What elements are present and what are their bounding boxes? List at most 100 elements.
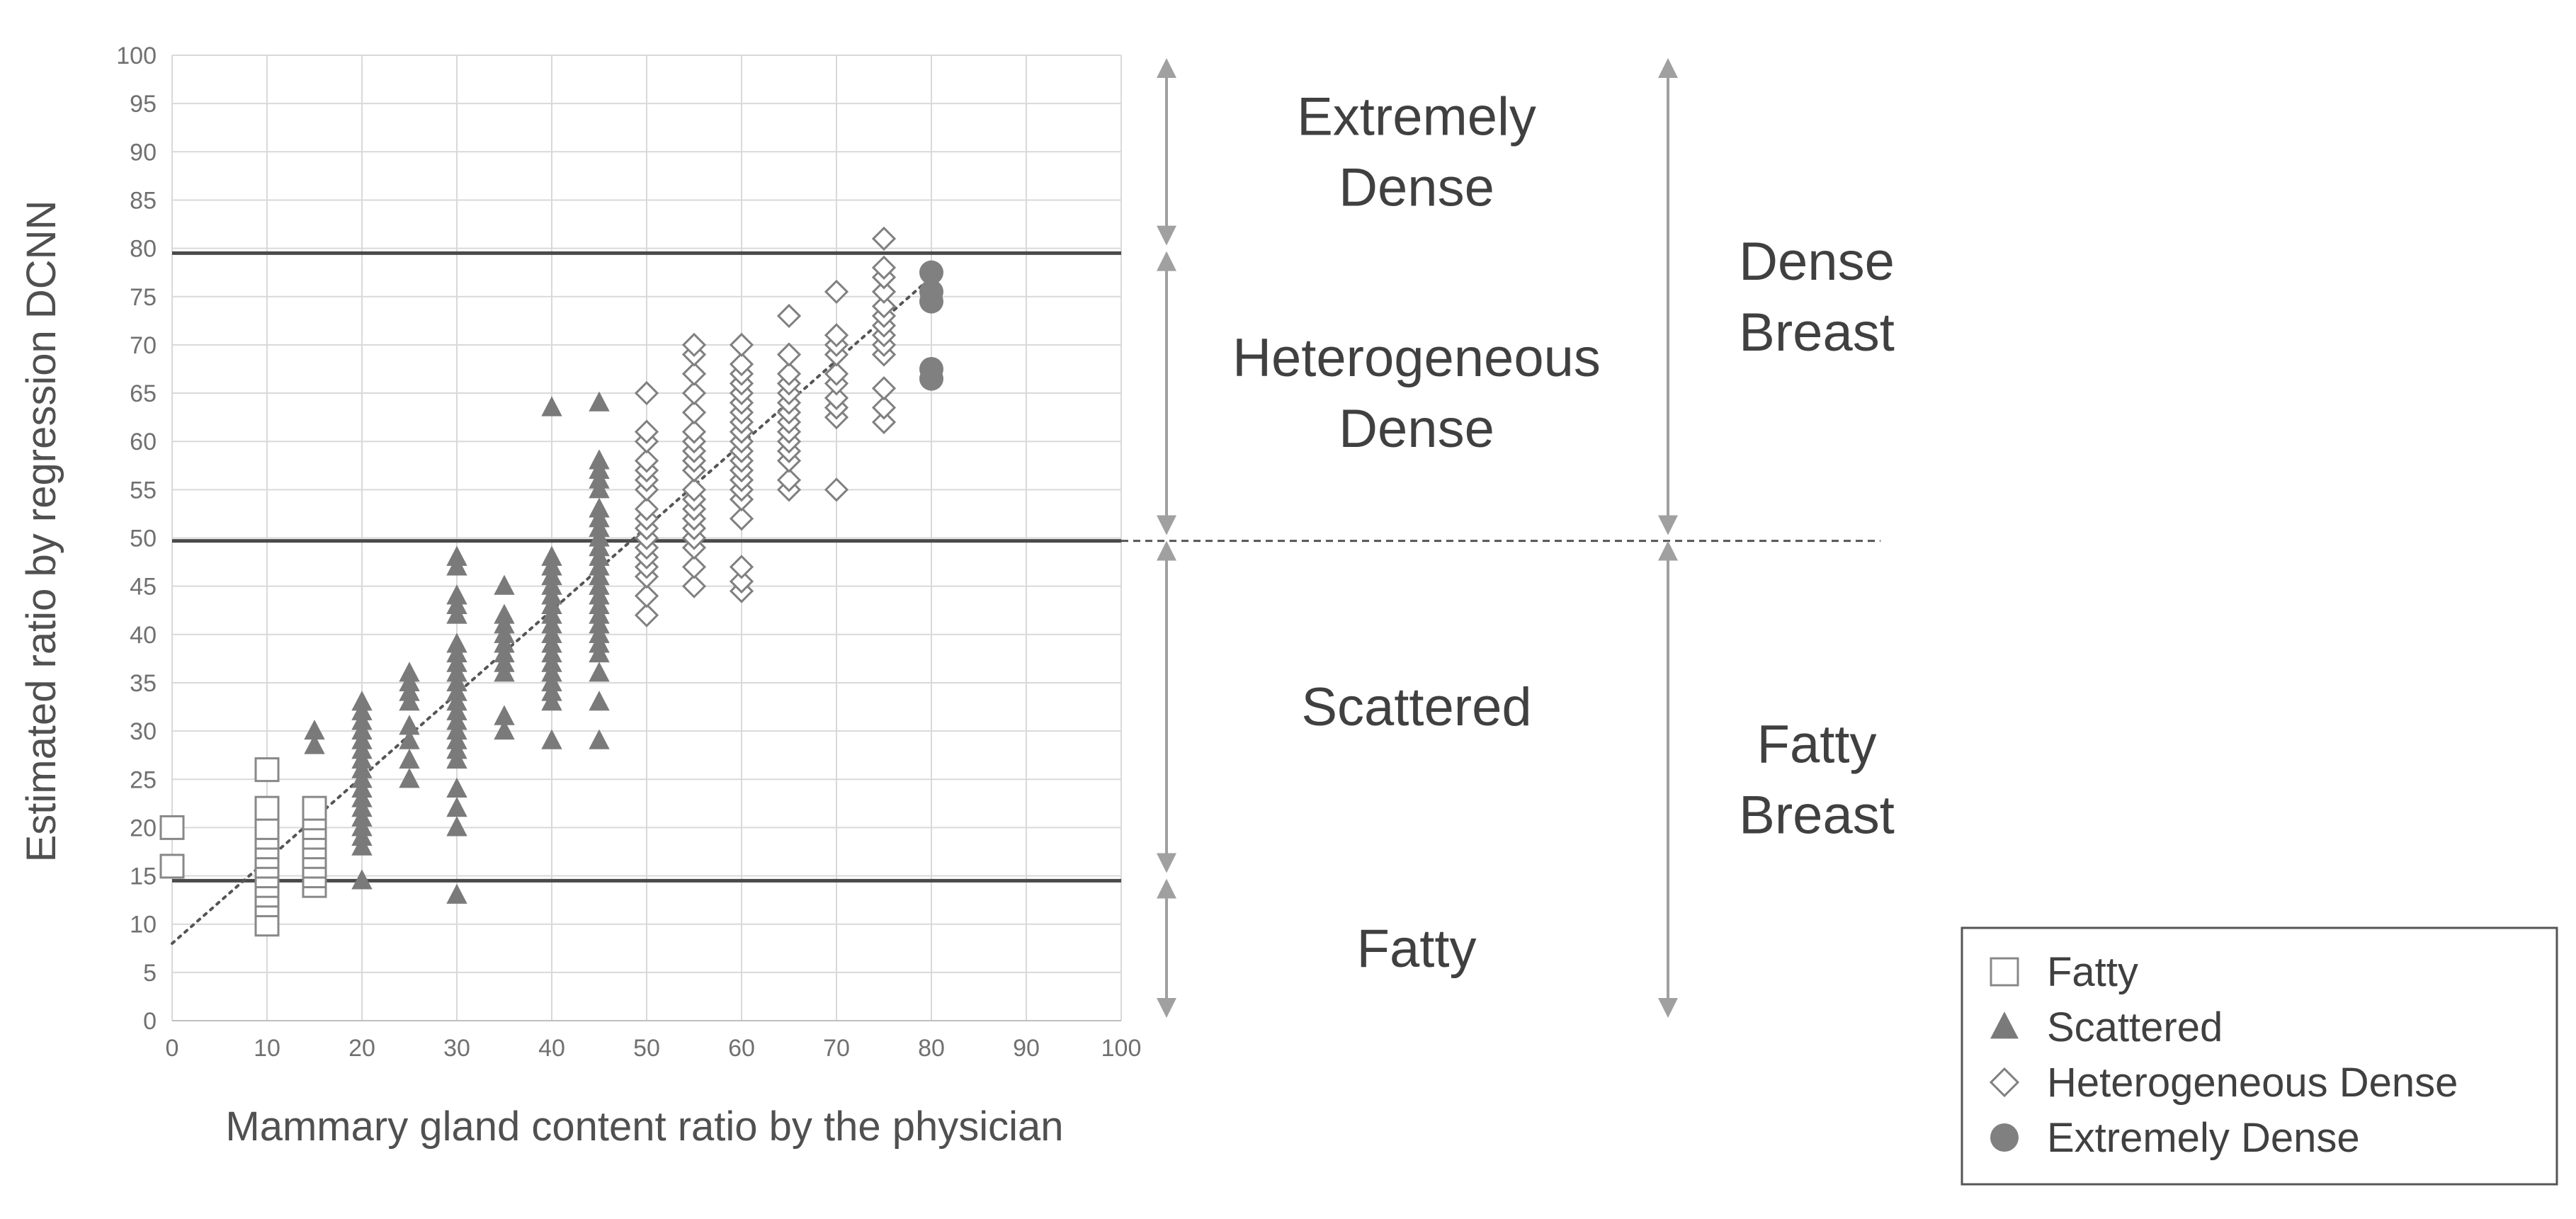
y-tick-label: 35	[130, 670, 157, 697]
data-point-square	[254, 757, 280, 783]
category-label: Dense	[1339, 157, 1494, 217]
arrow-head-up	[1658, 58, 1678, 78]
data-point-triangle	[589, 691, 610, 711]
data-point-triangle	[494, 705, 515, 725]
tick-labels: 0 10 20 30 40 50 60 70 80 90 100 0 5 10 15 20 25 30 35 40 45…	[116, 42, 1141, 1062]
data-point-triangle	[494, 574, 515, 595]
data-point-diamond	[729, 352, 754, 377]
y-tick-label: 25	[130, 766, 157, 793]
legend-label: Scattered	[2047, 1004, 2223, 1050]
legend: Fatty Scattered Heterogeneous Dense Extreme…	[1961, 926, 2558, 1186]
data-point-diamond	[871, 294, 897, 319]
data-point-diamond	[824, 361, 849, 386]
data-point-circle	[919, 356, 943, 381]
arrow-head-up	[1658, 540, 1678, 561]
x-axis-label: Mammary gland content ratio by the physi…	[225, 1104, 1063, 1150]
y-tick-label: 15	[130, 863, 157, 890]
x-tick-label: 30	[443, 1035, 470, 1062]
group-label: Breast	[1739, 302, 1895, 363]
data-point-diamond	[729, 569, 754, 594]
category-label: Fatty	[1357, 919, 1477, 979]
category-arrow	[1157, 540, 1176, 873]
y-tick-label: 100	[116, 42, 157, 69]
category-arrow	[1157, 58, 1176, 246]
x-tick-label: 70	[823, 1035, 850, 1062]
category-label: Dense	[1339, 399, 1494, 459]
data-point-triangle	[399, 662, 420, 682]
arrow-head-up	[1157, 251, 1176, 271]
data-point-diamond	[634, 419, 659, 444]
data-point-diamond	[681, 400, 707, 425]
data-point-diamond	[871, 395, 897, 420]
data-point-diamond	[634, 497, 659, 521]
data-point-diamond	[681, 477, 707, 502]
data-point-diamond	[634, 603, 659, 628]
legend-marker-diamond	[1989, 1067, 2020, 1098]
data-point-triangle	[589, 497, 610, 518]
data-point-diamond	[634, 448, 659, 473]
data-point-diamond	[729, 332, 754, 358]
data-point-diamond	[729, 506, 754, 531]
data-point-triangle	[589, 449, 610, 470]
category-label: Heterogeneous	[1232, 328, 1601, 388]
y-tick-label: 75	[130, 284, 157, 311]
y-tick-label: 90	[130, 139, 157, 166]
data-point-square	[159, 854, 185, 879]
group-label: Fatty	[1757, 714, 1877, 774]
y-tick-label: 55	[130, 477, 157, 504]
arrow-head-up	[1157, 58, 1176, 78]
data-point-diamond	[681, 332, 707, 358]
y-tick-label: 0	[143, 1008, 157, 1035]
group-arrow	[1658, 540, 1678, 1018]
data-point-triangle	[494, 720, 515, 740]
data-point-triangle	[304, 720, 325, 740]
data-point-triangle	[541, 545, 562, 566]
data-point-diamond	[681, 380, 707, 406]
data-point-triangle	[399, 748, 420, 769]
data-point-triangle	[446, 633, 467, 653]
y-tick-label: 70	[130, 332, 157, 359]
data-point-diamond	[871, 376, 897, 401]
arrow-head-down	[1157, 515, 1176, 535]
legend-marker-circle	[1990, 1123, 2019, 1152]
x-tick-label: 40	[538, 1035, 565, 1062]
y-tick-label: 80	[130, 236, 157, 263]
x-tick-label: 50	[633, 1035, 660, 1062]
data-point-triangle	[589, 662, 610, 682]
data-point-triangle	[494, 603, 515, 624]
data-point-diamond	[776, 467, 802, 492]
data-point-diamond	[776, 303, 802, 329]
data-point-triangle	[589, 391, 610, 412]
arrow-head-down	[1157, 225, 1176, 246]
data-point-diamond	[681, 555, 707, 579]
y-tick-label: 20	[130, 815, 157, 841]
arrow-head-down	[1157, 998, 1176, 1018]
legend-marker-square	[1990, 957, 2019, 987]
data-point-triangle	[541, 729, 562, 749]
y-tick-label: 65	[130, 380, 157, 407]
data-point-diamond	[776, 361, 802, 386]
data-point-diamond	[871, 255, 897, 280]
y-tick-label: 10	[130, 912, 157, 939]
data-point-diamond	[824, 323, 849, 348]
data-point-diamond	[871, 279, 897, 305]
data-point-diamond	[871, 409, 897, 435]
x-tick-label: 0	[166, 1035, 179, 1062]
data-point-square	[159, 815, 185, 840]
x-tick-label: 60	[728, 1035, 755, 1062]
y-tick-label: 30	[130, 718, 157, 745]
data-point-square	[254, 795, 280, 821]
arrow-head-down	[1157, 853, 1176, 873]
legend-label: Fatty	[2047, 949, 2138, 995]
arrow-head-up	[1157, 878, 1176, 899]
group-label: Dense	[1739, 232, 1895, 292]
data-point-diamond	[776, 342, 802, 367]
arrow-head-up	[1157, 540, 1176, 561]
data-point-diamond	[681, 419, 707, 444]
legend-marker-triangle	[1990, 1011, 2019, 1039]
data-point-triangle	[446, 545, 467, 566]
data-point-diamond	[824, 385, 849, 410]
data-point-square	[302, 795, 327, 821]
data-point-diamond	[634, 380, 659, 406]
